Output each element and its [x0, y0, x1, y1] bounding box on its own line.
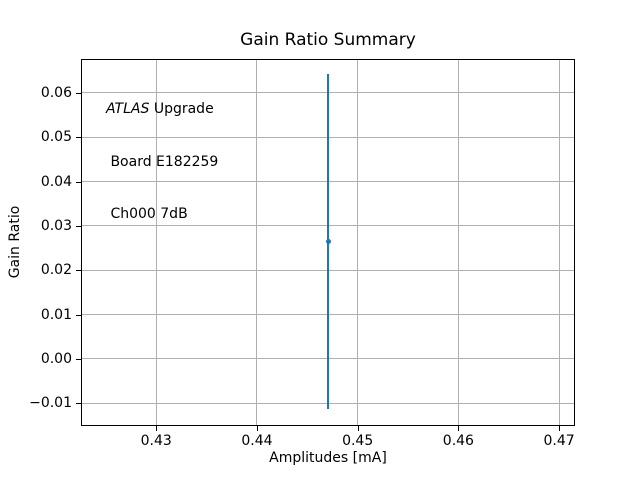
- x-gridline: [457, 60, 459, 425]
- y-tick-label: 0.05: [40, 129, 72, 146]
- chart-title: Gain Ratio Summary: [240, 30, 416, 50]
- y-tick-mark: [76, 403, 81, 405]
- y-tick-label: −0.01: [29, 395, 72, 412]
- x-tick-label: 0.43: [140, 433, 172, 449]
- x-gridline: [558, 60, 560, 425]
- x-tick-mark: [357, 426, 359, 431]
- x-gridline: [155, 60, 157, 425]
- annotation-upgrade-label: Upgrade: [149, 101, 214, 117]
- y-tick-label: 0.03: [40, 217, 72, 234]
- y-tick-label: 0.02: [40, 262, 72, 279]
- x-gridline: [357, 60, 359, 425]
- annotation-channel-gain: Ch000 7dB: [106, 206, 188, 222]
- y-tick-label: 0.06: [40, 84, 72, 101]
- y-tick-mark: [76, 314, 81, 316]
- y-tick-mark: [76, 358, 81, 360]
- y-tick-mark: [76, 181, 81, 183]
- x-tick-label: 0.45: [342, 433, 374, 449]
- y-tick-label: 0.00: [40, 350, 72, 367]
- x-tick-label: 0.47: [543, 433, 575, 449]
- x-tick-mark: [559, 426, 561, 431]
- x-tick-label: 0.44: [241, 433, 273, 449]
- x-tick-mark: [256, 426, 258, 431]
- y-tick-label: 0.01: [40, 306, 72, 323]
- y-tick-mark: [76, 225, 81, 227]
- annotation-board-id: Board E182259: [106, 153, 219, 170]
- annotation-experiment-name: ATLAS: [106, 101, 150, 117]
- annotation-line-1: ATLAS Upgrade: [106, 101, 218, 119]
- data-point-marker: [325, 238, 331, 244]
- x-tick-label: 0.46: [442, 433, 474, 449]
- x-tick-mark: [458, 426, 460, 431]
- x-gridline: [256, 60, 258, 425]
- y-tick-mark: [76, 92, 81, 94]
- annotation: ATLAS Upgrade Board E182259 Ch000 7dB: [106, 66, 218, 259]
- y-tick-mark: [76, 137, 81, 139]
- y-tick-label: 0.04: [40, 173, 72, 190]
- x-axis-label: Amplitudes [mA]: [269, 450, 387, 466]
- plot-area: ATLAS Upgrade Board E182259 Ch000 7dB: [81, 59, 575, 426]
- y-tick-mark: [76, 270, 81, 272]
- x-tick-mark: [156, 426, 158, 431]
